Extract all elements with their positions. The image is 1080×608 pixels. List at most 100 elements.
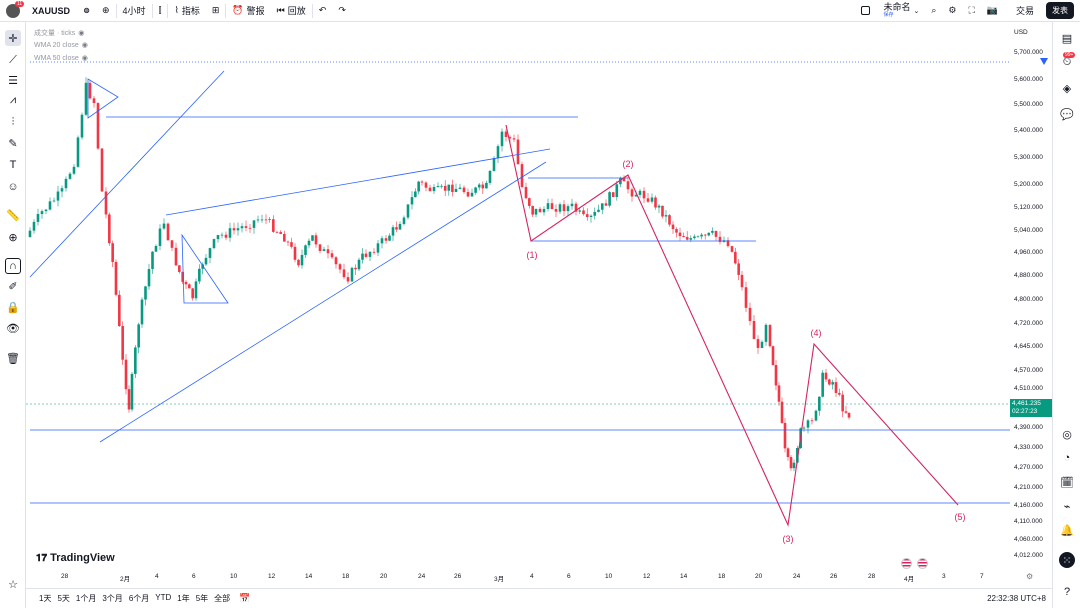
target-icon[interactable]: ◎: [1062, 428, 1072, 441]
publish-button[interactable]: 发表: [1040, 0, 1080, 22]
price-tick-label: 4,060.000: [1014, 536, 1043, 543]
fullscreen-button[interactable]: ⛶: [962, 0, 980, 22]
clock[interactable]: 22:32:38 UTC+8: [987, 594, 1046, 603]
candle-body: [297, 259, 300, 266]
wedge-support-line[interactable]: [99, 161, 547, 443]
crosshair-icon[interactable]: ✛: [5, 30, 21, 46]
price-tick-label: 5,600.000: [1014, 76, 1043, 83]
text-icon[interactable]: T: [9, 159, 17, 171]
candle-body: [611, 192, 615, 197]
candle-body: [96, 103, 100, 149]
layers-icon[interactable]: ◈: [1062, 82, 1072, 95]
alerts-clock-icon[interactable]: ⏲: [1062, 55, 1072, 68]
candle-body: [279, 232, 282, 234]
candle-body: [524, 186, 528, 199]
zoom-icon[interactable]: ⊕: [8, 231, 18, 244]
price-axis[interactable]: USD 5,700.000 5,600.000 5,500.000 5,400.000…: [1010, 22, 1052, 570]
us-flag-icon[interactable]: [917, 558, 928, 569]
price-tick-label: 5,200.000: [1014, 181, 1043, 188]
quick-search-button[interactable]: ⌕: [925, 0, 942, 22]
redo-button[interactable]: ↷: [332, 0, 352, 22]
brush-icon[interactable]: ✎: [8, 137, 18, 150]
price-tick-label: 4,510.000: [1014, 385, 1043, 392]
chart-pane[interactable]: (1) (2) (3) (4) (5) 成交量 · ticks ◉ WMA 20 …: [26, 22, 1010, 570]
apps-icon[interactable]: ⁙: [1059, 552, 1075, 568]
candle-body: [685, 237, 689, 240]
chart-type-button[interactable]: ⫿: [153, 0, 168, 22]
symbol-search[interactable]: XAUUSD ⊜: [26, 0, 96, 22]
wedge-resistance-line[interactable]: [165, 148, 551, 216]
candle-body: [711, 230, 714, 233]
price-chart[interactable]: (1) (2) (3) (4) (5): [26, 22, 1010, 570]
magnet-icon[interactable]: ∩: [5, 258, 21, 274]
range-button[interactable]: 1年: [177, 594, 190, 603]
range-button[interactable]: 1个月: [75, 594, 97, 603]
lock-icon[interactable]: 🔒: [6, 301, 20, 314]
bell-icon[interactable]: 🔔: [1060, 524, 1074, 537]
ruler-icon[interactable]: 📏: [6, 209, 20, 222]
candle-body: [447, 184, 451, 191]
layout-button[interactable]: 未命名 保存 ⌄: [855, 0, 925, 22]
candle-body: [481, 184, 485, 189]
time-tick-label: 28: [61, 573, 69, 580]
chat-icon[interactable]: 💬: [1060, 108, 1074, 121]
trend-line-left[interactable]: [29, 70, 225, 278]
axis-settings-icon[interactable]: ⚙: [1026, 572, 1034, 581]
emoji-icon[interactable]: ☺: [7, 181, 19, 193]
tradingview-logo[interactable]: 𝟏𝟕 TradingView: [36, 552, 115, 564]
eye-icon[interactable]: 👁: [6, 322, 20, 335]
range-button[interactable]: YTD: [155, 593, 172, 602]
range-button[interactable]: 1天: [39, 594, 52, 603]
candle-body: [137, 324, 140, 348]
triangle-pattern-mid[interactable]: [181, 233, 229, 304]
settings-button[interactable]: ⚙: [942, 0, 962, 22]
legend-wma20[interactable]: WMA 20 close ◉: [34, 41, 88, 50]
star-icon[interactable]: ☆: [8, 578, 18, 591]
watchlist-icon[interactable]: ▤: [1061, 32, 1073, 45]
trash-icon[interactable]: 🗑: [6, 352, 20, 365]
legend-wma50[interactable]: WMA 50 close ◉: [34, 54, 88, 63]
us-flag-icon[interactable]: [901, 558, 912, 569]
lock-drawing-icon[interactable]: ✐: [8, 280, 18, 293]
layout-save-status: 保存: [883, 11, 894, 18]
rss-icon[interactable]: ⌁: [1063, 500, 1071, 513]
replay-button[interactable]: ⏮ 回放: [271, 0, 312, 22]
horizontal-lines-icon[interactable]: ☰: [8, 74, 18, 87]
triangle-pattern-top[interactable]: [87, 78, 119, 119]
undo-button[interactable]: ↶: [313, 0, 333, 22]
range-button[interactable]: 6个月: [128, 594, 150, 603]
eye-icon[interactable]: ◉: [81, 42, 88, 49]
range-button[interactable]: 3个月: [102, 594, 123, 603]
eye-icon[interactable]: ◉: [78, 30, 85, 37]
range-button[interactable]: 5天: [57, 594, 70, 603]
interval-button[interactable]: 4小时: [117, 0, 152, 22]
avatar-button[interactable]: 11: [0, 0, 26, 22]
bulb-icon[interactable]: ◔: [1063, 452, 1071, 464]
templates-button[interactable]: ⊞: [206, 0, 226, 22]
trade-button[interactable]: 交易: [1010, 0, 1040, 22]
snapshot-button[interactable]: 📷: [981, 0, 1004, 22]
candle-body: [771, 346, 775, 365]
elliott-wave-path[interactable]: [505, 124, 959, 527]
range-button[interactable]: 全部: [214, 594, 231, 603]
candle-body: [488, 170, 492, 183]
date-range-icon[interactable]: 📅: [239, 593, 251, 603]
wave-label-3: (3): [783, 534, 794, 544]
candle-body: [181, 271, 184, 282]
candle-body: [531, 205, 534, 215]
blue-alert-marker[interactable]: [1040, 58, 1048, 65]
candle-body: [774, 364, 778, 386]
indicators-button[interactable]: ⌇ 指标: [168, 0, 205, 22]
calendar-icon[interactable]: 🗓: [1060, 476, 1074, 489]
patterns-icon[interactable]: ⩘: [9, 93, 17, 106]
range-button[interactable]: 5年: [195, 594, 209, 603]
fib-icon[interactable]: ⫶: [11, 115, 15, 128]
trend-line-icon[interactable]: ⟋: [9, 53, 17, 66]
alert-button[interactable]: ⏰ 警报: [226, 0, 270, 22]
candle-body: [134, 347, 137, 374]
compare-add-button[interactable]: ⊕: [96, 0, 116, 22]
eye-icon[interactable]: ◉: [81, 55, 88, 62]
legend-volume[interactable]: 成交量 · ticks ◉: [34, 28, 84, 38]
time-axis[interactable]: 28 2月 4 6 10 12 14 18 20 24 26 3月 4 6 10 12 14 18 20 24 26 28…: [26, 570, 1052, 586]
help-icon[interactable]: ?: [1063, 586, 1071, 598]
